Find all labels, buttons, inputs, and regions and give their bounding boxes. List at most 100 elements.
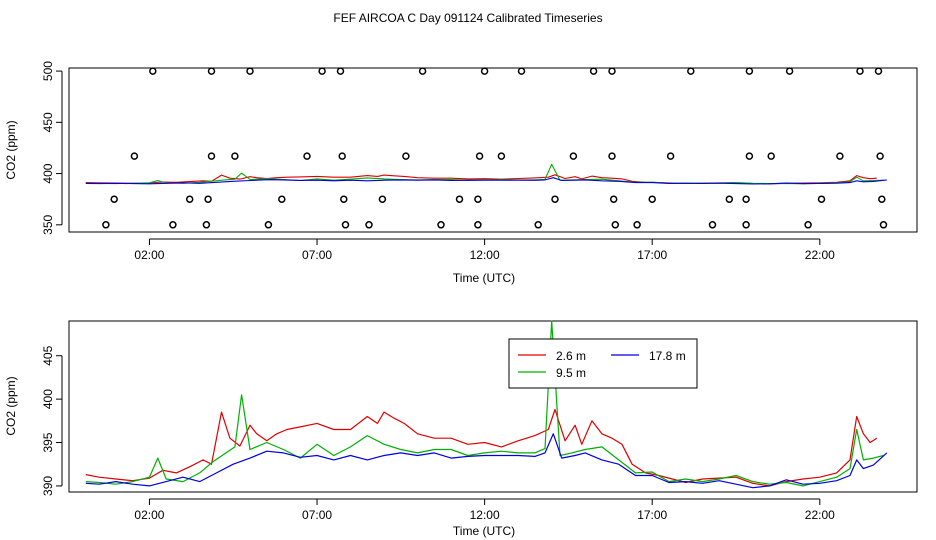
circle-marker	[418, 67, 427, 75]
circle-marker	[611, 221, 620, 229]
circle-marker	[569, 152, 578, 160]
top-x-axis: 02:00 07:00 12:00 17:00 22:00	[134, 238, 835, 262]
circle-marker	[169, 221, 177, 229]
circle-marker	[879, 221, 888, 229]
circle-marker	[745, 152, 754, 160]
bottom-x-tick-label: 22:00	[805, 508, 835, 522]
circle-marker	[231, 152, 239, 160]
bottom-x-tick-label: 07:00	[302, 508, 332, 522]
series-line-9-5-m	[85, 320, 884, 487]
legend-label-2-6m: 2.6 m	[556, 349, 586, 363]
circle-marker	[318, 67, 326, 75]
top-y-tick-label: 500	[41, 61, 55, 81]
circle-marker	[517, 67, 526, 75]
circle-marker	[648, 195, 656, 203]
circle-marker	[725, 195, 734, 203]
circle-marker	[474, 221, 482, 229]
circle-marker	[246, 67, 254, 75]
bottom-y-tick-label: 390	[41, 476, 55, 496]
top-series-line-17-8-m	[85, 177, 887, 185]
circle-marker	[338, 152, 346, 160]
top-x-axis-label: Time (UTC)	[453, 271, 515, 285]
circle-marker	[336, 67, 345, 75]
circle-marker	[742, 221, 750, 229]
top-y-axis-label: CO2 (ppm)	[4, 120, 18, 179]
circle-marker	[836, 152, 844, 160]
circle-marker	[534, 221, 542, 229]
circle-marker	[708, 221, 717, 229]
circle-marker	[130, 152, 139, 160]
top-x-tick-label: 12:00	[470, 248, 500, 262]
circle-marker	[474, 195, 482, 203]
bottom-y-axis-label: CO2 (ppm)	[4, 376, 18, 435]
circle-marker	[455, 195, 464, 203]
bottom-y-axis: 390 395 400 405	[41, 345, 63, 496]
bottom-x-axis: 02:00 07:00 12:00 17:00 22:00	[134, 498, 835, 522]
legend-label-9-5m: 9.5 m	[556, 366, 586, 380]
circle-marker	[480, 67, 489, 75]
top-series-line-2-6-m	[85, 174, 877, 185]
bottom-y-tick-label: 395	[41, 432, 55, 452]
series-line-17-8-m	[85, 433, 888, 489]
top-y-tick-label: 400	[41, 163, 55, 183]
circle-marker	[745, 67, 754, 75]
circle-marker	[804, 221, 812, 229]
circle-marker	[475, 152, 484, 160]
circle-marker	[551, 195, 559, 203]
bottom-panel: 02:00 07:00 12:00 17:00 22:00 390 395 400 405 T…	[4, 320, 918, 538]
circle-marker	[303, 152, 311, 160]
series-line-2-6-m	[85, 408, 878, 487]
circle-marker	[378, 195, 387, 203]
circle-marker	[202, 221, 211, 229]
bottom-y-tick-label: 405	[41, 345, 55, 365]
circle-marker	[207, 67, 216, 75]
circle-marker	[264, 221, 273, 229]
bottom-x-tick-label: 12:00	[470, 508, 500, 522]
circle-marker	[497, 152, 506, 160]
circle-marker	[365, 221, 373, 229]
bottom-x-tick-label: 02:00	[134, 508, 164, 522]
circle-marker	[876, 152, 884, 160]
bottom-plot-frame	[68, 320, 918, 493]
circle-marker	[402, 152, 410, 160]
circle-marker	[767, 152, 775, 160]
circle-marker	[608, 152, 616, 160]
circle-marker	[742, 195, 750, 203]
circle-marker	[204, 195, 212, 203]
bottom-x-tick-label: 17:00	[637, 508, 667, 522]
circle-marker	[102, 221, 110, 229]
circle-marker	[687, 67, 695, 75]
circle-marker	[149, 67, 157, 75]
circle-marker	[341, 221, 350, 229]
top-y-tick-label: 450	[41, 112, 55, 132]
circle-marker	[278, 195, 286, 203]
bottom-series-lines	[85, 320, 888, 489]
legend: 2.6 m 17.8 m 9.5 m	[508, 338, 698, 389]
circle-marker	[437, 221, 445, 229]
circle-marker	[608, 67, 616, 75]
top-x-tick-label: 17:00	[637, 248, 667, 262]
circle-marker	[856, 67, 864, 75]
circle-marker	[817, 195, 826, 203]
circle-marker	[609, 195, 618, 203]
circle-marker	[785, 67, 794, 75]
top-panel: 02:00 07:00 12:00 17:00 22:00 350 400 450 500 T…	[4, 61, 918, 285]
top-plot-frame	[68, 67, 918, 233]
top-y-tick-label: 350	[41, 214, 55, 234]
circle-marker	[666, 152, 675, 160]
circle-marker	[207, 152, 216, 160]
top-x-tick-label: 02:00	[134, 248, 164, 262]
circle-marker	[110, 195, 118, 203]
top-circle-markers	[102, 67, 888, 229]
circle-marker	[185, 195, 194, 203]
circle-marker	[874, 67, 883, 75]
top-x-tick-label: 22:00	[805, 248, 835, 262]
legend-label-17-8m: 17.8 m	[649, 349, 686, 363]
top-x-tick-label: 07:00	[302, 248, 332, 262]
circle-marker	[878, 195, 886, 203]
chart-title: FEF AIRCOA C Day 091124 Calibrated Times…	[333, 11, 602, 25]
top-y-axis: 350 400 450 500	[41, 61, 63, 235]
legend-box	[508, 338, 698, 389]
bottom-y-tick-label: 400	[41, 389, 55, 409]
